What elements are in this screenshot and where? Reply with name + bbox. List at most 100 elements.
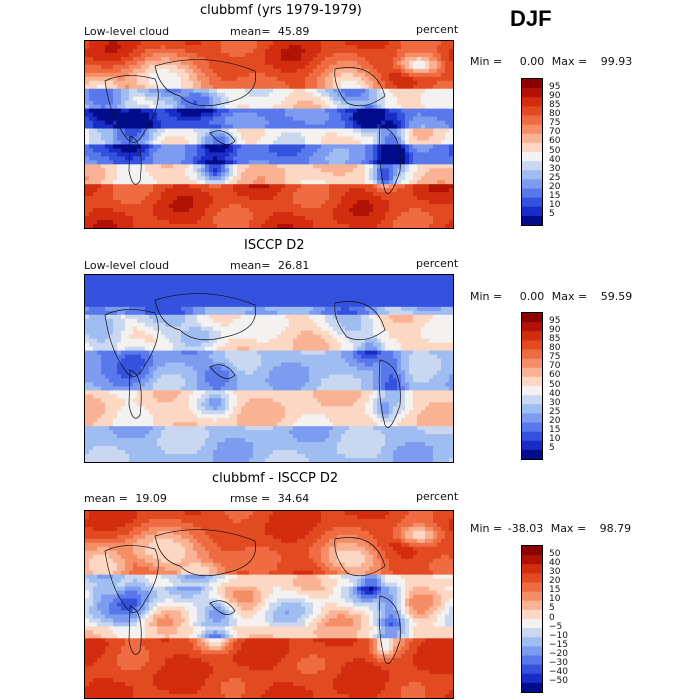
map-cell <box>425 128 430 134</box>
map-cell <box>381 290 386 296</box>
map-cell <box>305 180 310 185</box>
map-cell <box>205 275 210 280</box>
map-cell <box>97 108 102 114</box>
map-cell <box>405 188 410 193</box>
map-cell <box>221 128 226 134</box>
map-cell <box>325 176 330 181</box>
map-cell <box>117 156 122 161</box>
map-cell <box>381 220 386 225</box>
map-cell <box>265 180 270 185</box>
map-cell <box>85 298 90 304</box>
map-cell <box>265 44 270 50</box>
map-cell <box>429 41 434 46</box>
map-cell <box>261 224 266 228</box>
map-cell <box>85 41 90 46</box>
map-cell <box>381 84 386 90</box>
map-cell <box>117 164 122 169</box>
map-cell <box>265 220 270 225</box>
map-cell <box>317 104 322 110</box>
map-cell <box>445 72 450 78</box>
map-cell <box>393 60 398 66</box>
map-cell <box>449 164 453 169</box>
map-cell <box>413 188 418 193</box>
map-cell <box>113 176 118 181</box>
map-cell <box>365 60 370 66</box>
map-cell <box>441 80 446 86</box>
map-cell <box>437 290 442 296</box>
map-cell <box>221 52 226 58</box>
map-cell <box>269 180 274 185</box>
map-cell <box>241 164 246 169</box>
map-cell <box>165 132 170 138</box>
map-cell <box>361 140 366 146</box>
map-cell <box>261 200 266 205</box>
map-cell <box>445 220 450 225</box>
map-cell <box>349 96 354 102</box>
map-cell <box>185 52 190 58</box>
map-cell <box>245 72 250 78</box>
map-cell <box>213 156 218 161</box>
map-cell <box>189 104 194 110</box>
map-cell <box>289 278 294 284</box>
map-cell <box>177 84 182 90</box>
map-cell <box>201 294 206 300</box>
map-cell <box>205 52 210 58</box>
map-cell <box>117 76 122 82</box>
map-cell <box>161 128 166 134</box>
map-cell <box>281 84 286 90</box>
map-cell <box>421 112 426 118</box>
map-cell <box>165 96 170 102</box>
map-cell <box>449 48 453 54</box>
map-cell <box>245 84 250 90</box>
map-cell <box>293 200 298 205</box>
map-cell <box>161 282 166 288</box>
map-cell <box>261 156 266 161</box>
map-cell <box>185 180 190 185</box>
map-cell <box>193 96 198 102</box>
map-cell <box>341 52 346 58</box>
map-cell <box>329 48 334 54</box>
map-cell <box>93 168 98 173</box>
map-cell <box>173 80 178 86</box>
map-cell <box>197 164 202 169</box>
map-cell <box>445 200 450 205</box>
map-cell <box>377 100 382 106</box>
map-cell <box>369 208 374 213</box>
map-cell <box>169 196 174 201</box>
map-cell <box>241 275 246 280</box>
map-cell <box>281 168 286 173</box>
map-cell <box>417 275 422 280</box>
map-cell <box>89 286 94 292</box>
map-cell <box>333 224 338 228</box>
map-cell <box>225 290 230 296</box>
map-cell <box>193 278 198 284</box>
map-cell <box>109 44 114 50</box>
map-cell <box>321 200 326 205</box>
map-cell <box>133 76 138 82</box>
map-cell <box>217 60 222 66</box>
map-cell <box>109 108 114 114</box>
panel2-units: percent <box>416 257 459 270</box>
map-cell <box>349 200 354 205</box>
map-cell <box>365 216 370 221</box>
map-cell <box>225 56 230 62</box>
map-cell <box>309 84 314 90</box>
map-cell <box>185 294 190 300</box>
map-cell <box>225 156 230 161</box>
map-cell <box>189 68 194 74</box>
map-cell <box>153 148 158 154</box>
map-cell <box>85 64 90 70</box>
map-cell <box>321 88 326 94</box>
map-cell <box>141 192 146 197</box>
map-cell <box>317 192 322 197</box>
map-cell <box>101 56 106 62</box>
map-cell <box>109 224 114 228</box>
map-cell <box>93 216 98 221</box>
map-cell <box>225 294 230 300</box>
map-cell <box>165 116 170 122</box>
map-cell <box>161 200 166 205</box>
map-cell <box>221 112 226 118</box>
map-cell <box>157 212 162 217</box>
map-cell <box>289 184 294 189</box>
map-cell <box>377 180 382 185</box>
